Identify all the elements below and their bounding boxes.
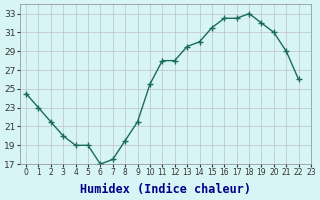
X-axis label: Humidex (Indice chaleur): Humidex (Indice chaleur): [80, 183, 251, 196]
